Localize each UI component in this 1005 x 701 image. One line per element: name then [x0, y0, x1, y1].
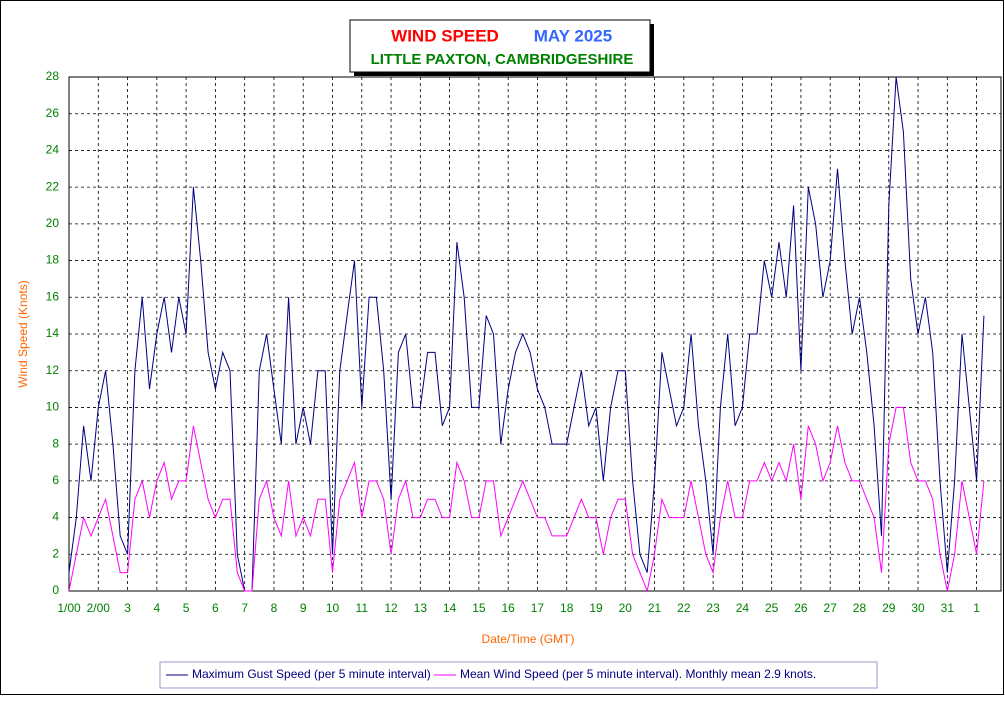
chart-title: WIND SPEED — [391, 26, 499, 45]
x-tick-label: 16 — [501, 601, 515, 615]
x-tick-label: 13 — [414, 601, 428, 615]
y-tick-label: 20 — [46, 216, 60, 230]
x-tick-label: 29 — [882, 601, 896, 615]
y-tick-label: 28 — [46, 69, 60, 83]
x-tick-label: 6 — [212, 601, 219, 615]
y-tick-label: 6 — [52, 473, 59, 487]
y-tick-label: 8 — [52, 436, 59, 450]
series-line — [68, 76, 985, 592]
x-tick-label: 8 — [271, 601, 278, 615]
x-tick-label: 5 — [183, 601, 190, 615]
x-tick-label: 23 — [706, 601, 720, 615]
y-tick-label: 4 — [52, 510, 59, 524]
y-tick-label: 22 — [46, 179, 60, 193]
x-tick-label: 9 — [300, 601, 307, 615]
chart-subtitle: MAY 2025 — [534, 26, 612, 45]
plot-frame — [68, 76, 1002, 592]
y-axis-label: Wind Speed (Knots) — [16, 280, 30, 387]
legend-box — [159, 661, 878, 689]
x-tick-label: 1/00 — [57, 601, 81, 615]
x-tick-label: 4 — [153, 601, 160, 615]
y-tick-label: 24 — [46, 143, 60, 157]
y-tick-label: 10 — [46, 400, 60, 414]
x-tick-label: 25 — [765, 601, 779, 615]
y-tick-label: 26 — [46, 106, 60, 120]
y-tick-label: 18 — [46, 253, 60, 267]
y-tick-label: 12 — [46, 363, 60, 377]
x-tick-label: 12 — [384, 601, 398, 615]
x-tick-label: 3 — [124, 601, 131, 615]
title-box — [349, 19, 651, 73]
x-tick-label: 11 — [356, 601, 369, 615]
x-tick-label: 7 — [241, 601, 248, 615]
series-line — [68, 406, 985, 593]
y-tick-label: 14 — [46, 326, 60, 340]
location: LITTLE PAXTON, CAMBRIDGESHIRE — [371, 51, 634, 68]
x-tick-label: 24 — [736, 601, 750, 615]
x-tick-label: 20 — [619, 601, 633, 615]
y-tick-label: 0 — [52, 583, 59, 597]
x-tick-label: 17 — [531, 601, 545, 615]
x-tick-label: 28 — [853, 601, 867, 615]
x-tick-label: 1 — [973, 601, 980, 615]
y-tick-label: 16 — [46, 289, 60, 303]
x-tick-label: 27 — [824, 601, 838, 615]
x-tick-label: 10 — [326, 601, 340, 615]
x-tick-label: 15 — [472, 601, 486, 615]
x-tick-label: 18 — [560, 601, 574, 615]
x-tick-label: 30 — [911, 601, 925, 615]
x-tick-label: 19 — [589, 601, 603, 615]
x-tick-label: 21 — [648, 601, 662, 615]
x-axis-label: Date/Time (GMT) — [482, 632, 575, 646]
legend-label: Mean Wind Speed (per 5 minute interval).… — [460, 667, 816, 681]
x-tick-label: 26 — [794, 601, 808, 615]
y-tick-label: 2 — [52, 546, 59, 560]
x-tick-label: 31 — [941, 601, 955, 615]
x-tick-label: 22 — [677, 601, 691, 615]
x-tick-label: 14 — [443, 601, 457, 615]
x-tick-label: 2/00 — [87, 601, 111, 615]
legend-label: Maximum Gust Speed (per 5 minute interva… — [192, 667, 431, 681]
